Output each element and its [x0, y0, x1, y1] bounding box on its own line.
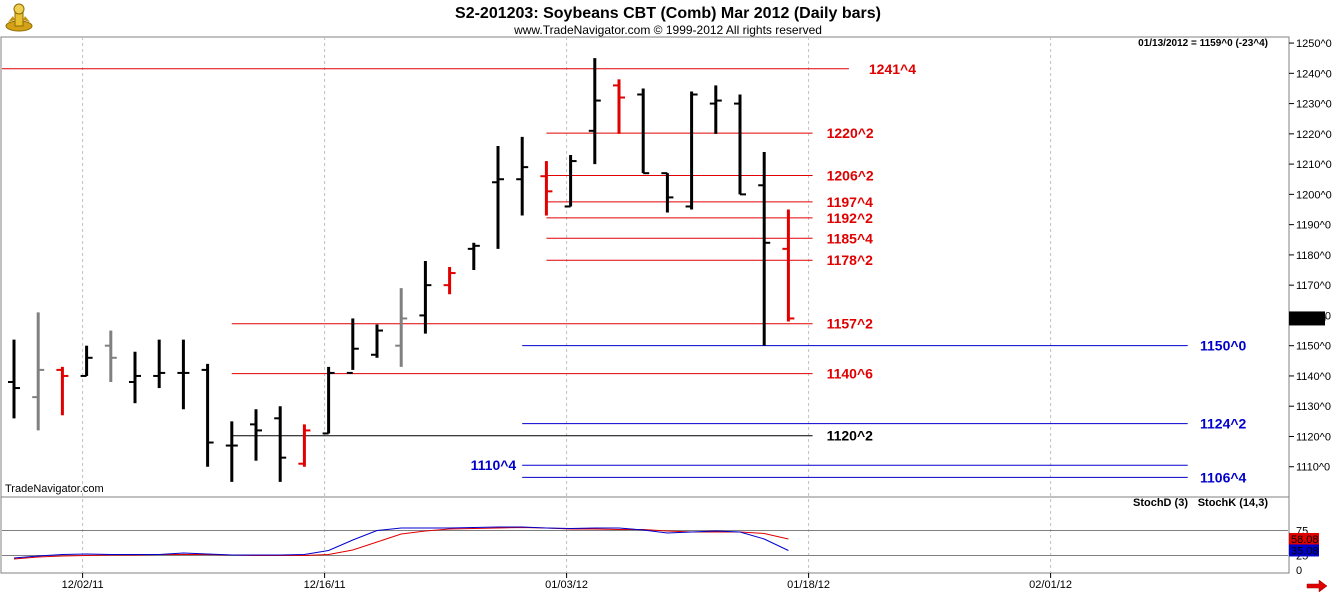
price-tick-label: 1180^0 [1296, 250, 1331, 262]
date-tick-label: 12/02/11 [62, 579, 104, 591]
stoch-series-line [13, 526, 789, 559]
chart-title: S2-201203: Soybeans CBT (Comb) Mar 2012 … [455, 5, 881, 22]
price-tick-label: 1170^0 [1296, 280, 1331, 292]
price-bar [177, 339, 190, 410]
price-bar [613, 79, 625, 134]
price-readout: 01/13/2012 = 1159^0 (-23^4) [1138, 38, 1268, 49]
date-tick-label: 12/16/11 [304, 579, 346, 591]
level-label: 1110^4 [471, 457, 517, 473]
level-label: 1140^6 [827, 366, 874, 382]
price-bar [322, 366, 335, 435]
price-tick-label: 1110^0 [1296, 462, 1330, 474]
price-bar [709, 85, 722, 134]
price-bar [346, 318, 359, 374]
price-tick-label: 1240^0 [1296, 68, 1332, 80]
last-price-label: 1159^0 [1291, 313, 1326, 325]
price-bar [201, 363, 214, 467]
price-bar [467, 242, 480, 271]
stochd-value-box [1289, 532, 1319, 545]
level-label: 1185^4 [827, 230, 874, 246]
price-tick-label: 1230^0 [1296, 99, 1332, 111]
price-bar [371, 324, 383, 358]
price-bar [56, 366, 69, 416]
price-bar [443, 267, 456, 295]
price-bar [564, 155, 577, 208]
level-label: 1120^2 [827, 428, 874, 444]
price-bar [298, 424, 311, 467]
legend-stochd: StochD (3) [1133, 497, 1188, 509]
price-tick-label: 1120^0 [1296, 431, 1331, 443]
level-label: 1124^2 [1200, 416, 1247, 432]
price-bar [516, 136, 529, 216]
level-label: 1150^0 [1200, 338, 1247, 354]
price-bar [782, 209, 795, 322]
level-label: 1241^4 [869, 61, 916, 77]
level-label: 1106^4 [1200, 469, 1247, 485]
price-bar [637, 88, 650, 175]
scroll-right-arrow-icon[interactable] [1306, 580, 1328, 592]
price-bar [588, 58, 601, 165]
date-tick-label: 02/01/12 [1029, 579, 1072, 591]
price-bar [734, 94, 746, 196]
price-bar [225, 421, 238, 482]
price-axis: 1110^01120^01130^01140^01150^01160^01170… [1289, 38, 1332, 474]
price-bar [80, 345, 93, 377]
price-tick-label: 1200^0 [1296, 189, 1332, 201]
price-bar [758, 152, 771, 346]
date-tick-label: 01/03/12 [545, 579, 588, 591]
level-label: 1157^2 [827, 316, 874, 332]
trade-navigator-logo [5, 3, 33, 32]
price-tick-label: 1190^0 [1296, 220, 1331, 232]
legend-stochk: StochK (14,3) [1198, 497, 1269, 509]
price-bar [492, 145, 504, 249]
stochd-value-label: 58.08 [1291, 534, 1319, 546]
price-bar [395, 288, 408, 367]
price-bar [104, 330, 117, 382]
price-tick-label: 1220^0 [1296, 129, 1332, 141]
date-axis: 12/02/11 12/16/11 01/03/12 01/18/12 02/01/12 [62, 573, 1072, 591]
price-bars [8, 58, 795, 482]
level-label: 1220^2 [827, 125, 874, 141]
stochk-value-label: 35.08 [1291, 545, 1319, 557]
price-bar [8, 339, 20, 419]
price-tick-label: 1130^0 [1296, 401, 1331, 413]
grid-lines [82, 37, 1052, 573]
price-tick-label: 1250^0 [1296, 38, 1332, 50]
price-tick-label: 1150^0 [1296, 341, 1331, 353]
date-tick-label: 01/18/12 [787, 579, 830, 591]
level-label: 1192^2 [827, 210, 874, 226]
level-label: 1178^2 [827, 252, 874, 268]
price-bar [32, 312, 45, 431]
price-bar [274, 406, 287, 482]
level-label: 1197^4 [827, 194, 874, 210]
price-pane[interactable] [0, 36, 1290, 498]
copyright-text: www.TradeNavigator.com © 1999-2012 All r… [513, 23, 822, 37]
price-bar [153, 339, 166, 389]
stochk-value-box [1289, 544, 1319, 557]
price-tick-label: 1210^0 [1296, 159, 1332, 171]
level-label: 1206^2 [827, 167, 874, 183]
price-bar [129, 351, 141, 404]
watermark: TradeNavigator.com [5, 483, 104, 495]
price-bar [250, 409, 262, 461]
price-bar [540, 161, 553, 216]
stochastic-pane[interactable] [0, 496, 1290, 574]
price-bar [419, 260, 432, 334]
stoch-tick-label: 0 [1296, 565, 1302, 577]
price-bar [685, 91, 698, 210]
price-tick-label: 1140^0 [1296, 371, 1331, 383]
last-price-box [1289, 311, 1325, 326]
price-bar [661, 172, 674, 213]
